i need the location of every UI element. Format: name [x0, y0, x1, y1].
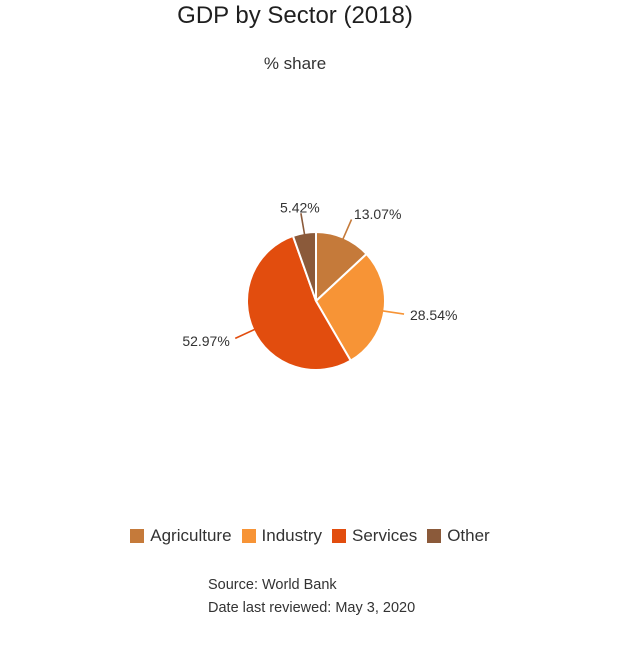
- legend-swatch-services: [332, 529, 347, 543]
- reviewed-note: Date last reviewed: May 3, 2020: [208, 600, 416, 616]
- leader-line-other: [300, 213, 306, 237]
- data-label-services: 52.97%: [182, 333, 229, 349]
- legend: Agriculture Industry Services Other: [0, 526, 620, 546]
- data-label-industry: 28.54%: [410, 307, 457, 323]
- data-label-agriculture: 13.07%: [354, 206, 401, 222]
- chart-title: GDP by Sector (2018): [177, 2, 413, 29]
- legend-swatch-other: [427, 529, 442, 543]
- legend-label-services: Services: [352, 526, 418, 545]
- data-label-other: 5.42%: [280, 199, 320, 215]
- legend-item-agriculture[interactable]: Agriculture: [130, 526, 232, 546]
- legend-item-other[interactable]: Other: [427, 526, 490, 546]
- leader-line-agriculture: [341, 219, 353, 241]
- chart-subtitle: % share: [263, 54, 327, 73]
- pie-chart: 13.07% 28.54% 52.97% 5.42%: [182, 199, 457, 371]
- legend-label-industry: Industry: [261, 526, 323, 545]
- source-note: Source: World Bank: [208, 577, 337, 593]
- legend-item-services[interactable]: Services: [332, 526, 417, 546]
- chart-footer: Source: World Bank Date last reviewed: M…: [208, 574, 415, 620]
- leader-line-industry: [381, 309, 405, 315]
- legend-swatch-industry: [241, 529, 256, 543]
- legend-label-agriculture: Agriculture: [150, 526, 232, 545]
- legend-swatch-agriculture: [130, 529, 145, 543]
- legend-label-other: Other: [447, 526, 490, 545]
- leader-line-services: [234, 328, 257, 340]
- legend-item-industry[interactable]: Industry: [241, 526, 323, 546]
